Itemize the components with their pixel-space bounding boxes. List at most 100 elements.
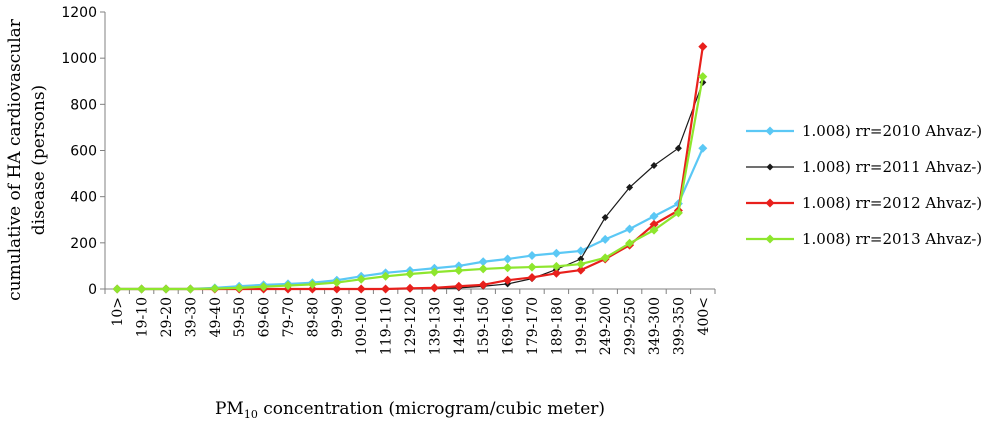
legend-label: 1.008) rr=2013 Ahvaz-): [802, 230, 982, 248]
series-layer: [112, 42, 708, 294]
data-point: [185, 284, 195, 294]
x-axis-title: PM10 concentration (microgram/cubic mete…: [215, 399, 605, 421]
data-point: [649, 225, 659, 235]
y-tick-label: 600: [70, 144, 97, 160]
legend-swatch-marker: [765, 198, 775, 208]
data-point: [576, 265, 586, 275]
x-tick-label: 169-160: [501, 297, 517, 355]
legend-item: 1.008) rr=2012 Ahvaz-): [746, 194, 982, 212]
data-point: [356, 274, 366, 284]
data-point: [698, 72, 708, 82]
y-tick-label: 800: [70, 97, 97, 113]
data-point: [503, 275, 513, 285]
data-point: [478, 280, 488, 290]
data-point: [332, 278, 342, 288]
x-tick-label: 399-350: [671, 297, 687, 355]
data-point: [601, 213, 609, 221]
y-tick-label: 1200: [61, 5, 97, 21]
legend-label: 1.008) rr=2011 Ahvaz-): [802, 158, 982, 176]
data-point: [674, 144, 682, 152]
x-tick-label: 29-20: [159, 297, 175, 337]
x-tick-label: 69-60: [257, 297, 273, 337]
x-tick-label: 99-90: [330, 297, 346, 337]
data-point: [551, 248, 561, 258]
x-tick-label: 139-130: [427, 297, 443, 355]
y-axis-ticks: 0 200 400 600 800 1000 1200: [61, 5, 105, 298]
data-point: [137, 284, 147, 294]
data-point: [600, 234, 610, 244]
data-point: [625, 224, 635, 234]
y-axis-title-line2: disease (persons): [29, 85, 49, 235]
x-axis-title-subscript: 10: [244, 408, 258, 421]
data-point: [649, 211, 659, 221]
data-point: [454, 266, 464, 276]
data-point: [405, 283, 415, 293]
data-point: [429, 283, 439, 293]
data-point: [626, 183, 634, 191]
data-point: [527, 272, 537, 282]
series-2: [113, 78, 707, 293]
x-axis-title-main: PM: [215, 399, 244, 419]
x-tick-label: 109-100: [354, 297, 370, 355]
y-axis-title-line1: cumulative of HA cardiovascular: [5, 18, 25, 301]
x-tick-label: 199-190: [574, 297, 590, 355]
y-tick-label: 1000: [61, 51, 97, 67]
data-point: [527, 251, 537, 261]
x-tick-label: 149-140: [452, 297, 468, 355]
data-point: [576, 246, 586, 256]
data-point: [698, 143, 708, 153]
x-axis-category-labels: 10> 19-10 29-20 39-30 49-40 59-50 69-60 79-70 89…: [104, 289, 716, 355]
legend: 1.008) rr=2010 Ahvaz-) 1.008) rr=2011 Ahv…: [746, 122, 982, 248]
data-point: [332, 284, 342, 294]
legend-item: 1.008) rr=2010 Ahvaz-): [746, 122, 982, 140]
x-tick-label: 349-300: [647, 297, 663, 355]
legend-swatch-marker: [765, 126, 775, 136]
data-point: [112, 284, 122, 294]
legend-item: 1.008) rr=2011 Ahvaz-): [746, 158, 982, 176]
data-point: [625, 238, 635, 248]
series-3: [112, 42, 708, 294]
data-point: [577, 255, 585, 263]
x-tick-label: 400<: [696, 297, 712, 335]
data-point: [234, 283, 244, 293]
legend-label: 1.008) rr=2010 Ahvaz-): [802, 122, 982, 140]
x-tick-label: 189-180: [549, 297, 565, 355]
data-point: [673, 208, 683, 218]
data-point: [551, 268, 561, 278]
series-line: [117, 82, 704, 290]
legend-item: 1.008) rr=2013 Ahvaz-): [746, 230, 982, 248]
x-tick-label: 159-150: [476, 297, 492, 355]
data-point: [454, 261, 464, 271]
data-point: [503, 254, 513, 264]
series-4: [112, 72, 708, 294]
y-tick-label: 0: [88, 282, 97, 298]
data-point: [600, 253, 610, 263]
data-point: [478, 257, 488, 267]
x-tick-label: 179-170: [525, 297, 541, 355]
data-point: [503, 263, 513, 273]
x-tick-label: 79-70: [281, 297, 297, 337]
data-point: [551, 261, 561, 271]
x-axis-title-rest: concentration (microgram/cubic meter): [258, 399, 605, 419]
data-point: [210, 284, 220, 294]
x-tick-label: 10>: [110, 297, 126, 327]
data-point: [650, 162, 658, 170]
y-tick-label: 200: [70, 236, 97, 252]
x-tick-label: 249-200: [598, 297, 614, 355]
data-point: [381, 284, 391, 294]
x-tick-label: 59-50: [232, 297, 248, 337]
legend-label: 1.008) rr=2012 Ahvaz-): [802, 194, 982, 212]
data-point: [649, 219, 659, 229]
y-tick-label: 400: [70, 190, 97, 206]
data-point: [307, 279, 317, 289]
x-tick-label: 89-80: [305, 297, 321, 337]
x-tick-label: 39-30: [183, 297, 199, 337]
data-point: [259, 282, 269, 292]
data-point: [381, 271, 391, 281]
x-tick-label: 129-120: [403, 297, 419, 355]
data-point: [283, 281, 293, 291]
x-tick-label: 19-10: [135, 297, 151, 337]
data-point: [429, 267, 439, 277]
x-tick-label: 299-250: [623, 297, 639, 355]
